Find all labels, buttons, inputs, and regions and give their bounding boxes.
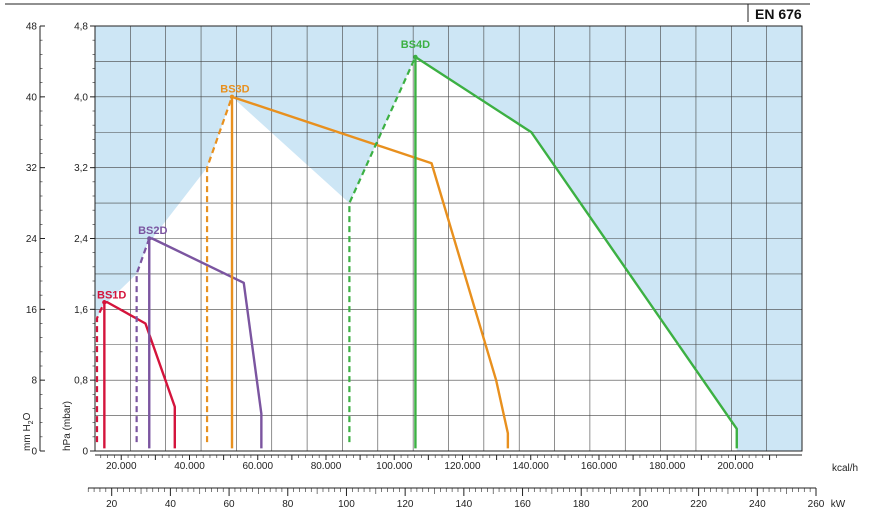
x-secondary-unit: kW xyxy=(831,499,846,510)
x-secondary-tick-label: 100 xyxy=(338,499,355,510)
series-peak-bs1d xyxy=(102,300,107,305)
series-peak-bs3d xyxy=(229,94,235,100)
y-primary-tick-label: 0 xyxy=(82,447,88,458)
x-primary-tick-label: 200.000 xyxy=(717,461,754,472)
y-primary-tick-label: 4,0 xyxy=(74,92,88,103)
x-primary-tick-label: 180.000 xyxy=(649,461,686,472)
title-box: EN 676 xyxy=(5,3,810,22)
series-label-bs4d: BS4D xyxy=(401,39,430,51)
x-secondary-tick-label: 220 xyxy=(690,499,707,510)
series-line-bs4d xyxy=(414,55,738,449)
x-primary-tick-label: 160.000 xyxy=(581,461,618,472)
series-label-bs2d: BS2D xyxy=(138,225,167,237)
x-primary-tick-label: 80.000 xyxy=(311,461,342,472)
x-primary-tick-label: 60.000 xyxy=(242,461,273,472)
series-label-bs1d: BS1D xyxy=(97,290,126,302)
y-secondary-label-main: mm H xyxy=(22,424,33,451)
axes: 0 8 16 24 32 40 48 0 0,8 1,6 2,4 3,2 4,0 4,8 hPa (mbar… xyxy=(22,22,858,511)
grid xyxy=(95,26,802,451)
y-secondary-label-sub: 2 xyxy=(28,420,35,424)
x-secondary-tick-label: 120 xyxy=(397,499,414,510)
series-dashed-bs2d xyxy=(135,238,151,443)
x-secondary-tick-label: 200 xyxy=(632,499,649,510)
x-primary-tick-label: 140.000 xyxy=(513,461,550,472)
x-secondary-tick-label: 180 xyxy=(573,499,590,510)
y-secondary-tick-label: 48 xyxy=(26,22,38,33)
y-primary-axis-label: hPa (mbar) xyxy=(62,401,73,451)
series-labels: BS1D BS2D BS3D BS4D xyxy=(97,39,430,302)
y-secondary-tick-label: 0 xyxy=(31,447,37,458)
series-label-bs3d: BS3D xyxy=(220,83,249,95)
series-dashed-bs3d xyxy=(205,96,234,443)
series-line-bs1d xyxy=(103,301,176,449)
y-secondary-tick-label: 16 xyxy=(26,305,38,316)
y-secondary-tick-label: 32 xyxy=(26,163,38,174)
x-secondary-tick-label: 40 xyxy=(165,499,177,510)
y-primary-tick-label: 4,8 xyxy=(74,22,88,33)
x-secondary-tick-label: 240 xyxy=(749,499,766,510)
series-dashed-bs4d xyxy=(348,56,417,443)
x-primary-tick-label: 40.000 xyxy=(174,461,205,472)
y-primary-tick-label: 2,4 xyxy=(74,234,88,245)
y-secondary-label-end: O xyxy=(22,412,33,420)
series-line-bs2d xyxy=(148,237,263,449)
y-primary-tick-label: 3,2 xyxy=(74,163,88,174)
x-secondary-tick-label: 80 xyxy=(282,499,294,510)
series-group xyxy=(95,54,738,449)
y-secondary-tick-label: 24 xyxy=(26,234,38,245)
series-peak-bs2d xyxy=(147,236,152,241)
y-primary-tick-label: 0,8 xyxy=(74,376,88,387)
x-primary-unit: kcal/h xyxy=(832,463,858,474)
series-dashed-bs1d xyxy=(95,301,106,443)
x-primary-tick-label: 120.000 xyxy=(444,461,481,472)
y-secondary-axis-label: mm H2O xyxy=(22,412,35,451)
x-primary-tick-label: 20.000 xyxy=(106,461,137,472)
y-secondary-tick-label: 40 xyxy=(26,92,38,103)
x-secondary-tick-label: 60 xyxy=(224,499,236,510)
x-secondary-tick-label: 260 xyxy=(808,499,825,510)
series-line-bs3d xyxy=(230,95,510,449)
x-secondary-tick-label: 160 xyxy=(514,499,531,510)
x-primary-tick-label: 100.000 xyxy=(376,461,413,472)
x-secondary-tick-label: 140 xyxy=(456,499,473,510)
y-primary-tick-label: 1,6 xyxy=(74,305,88,316)
y-secondary-tick-label: 8 xyxy=(31,376,37,387)
chart-title: EN 676 xyxy=(755,6,802,22)
x-secondary-tick-label: 20 xyxy=(106,499,118,510)
series-peak-bs4d xyxy=(413,54,418,60)
